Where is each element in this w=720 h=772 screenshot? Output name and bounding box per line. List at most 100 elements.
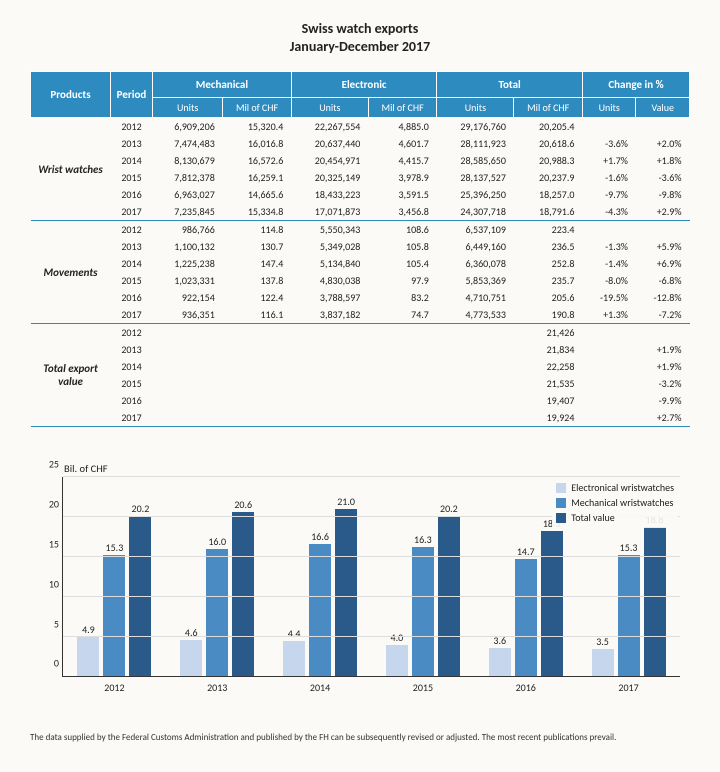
total-chf: 21,426 (514, 324, 583, 342)
sub-mil: Mil of CHF (368, 98, 437, 118)
bar-label: 20.2 (132, 502, 150, 515)
page-title: Swiss watch exports January-December 201… (30, 20, 690, 56)
bar-total: 20.6 (232, 512, 254, 676)
total-units: 5,853,369 (437, 272, 514, 289)
change-value: -9.8% (636, 186, 690, 203)
total-units: 6,449,160 (437, 238, 514, 255)
change-value: -7.2% (636, 306, 690, 324)
change-units (582, 221, 636, 239)
col-electronic: Electronic (291, 72, 437, 98)
elec-chf (368, 324, 437, 342)
total-chf: 21,535 (514, 375, 583, 392)
mech-units: 6,909,206 (153, 118, 223, 136)
total-units (437, 341, 514, 358)
change-units (582, 118, 636, 136)
sub-units: Units (437, 98, 514, 118)
total-chf: 20,237.9 (514, 169, 583, 186)
change-value (636, 118, 690, 136)
sub-value: Value (636, 98, 690, 118)
bar-label: 16.6 (311, 530, 329, 543)
total-units: 29,176,760 (437, 118, 514, 136)
total-units (437, 324, 514, 342)
sub-mil: Mil of CHF (223, 98, 292, 118)
x-label: 2013 (207, 681, 227, 694)
col-period: Period (111, 72, 153, 118)
col-products: Products (31, 72, 111, 118)
change-value: -3.2% (636, 375, 690, 392)
change-units: -3.6% (582, 135, 636, 152)
legend-label-mech: Mechanical wristwatches (571, 496, 673, 509)
change-units: -9.7% (582, 186, 636, 203)
total-units (437, 375, 514, 392)
bar-label: 15.3 (620, 541, 638, 554)
elec-units: 18,433,223 (291, 186, 368, 203)
change-units: -1.3% (582, 238, 636, 255)
mech-units: 7,474,483 (153, 135, 223, 152)
mech-chf: 16,572.6 (223, 152, 292, 169)
total-units (437, 358, 514, 375)
mech-units (153, 392, 223, 409)
bar-label: 16.0 (208, 535, 226, 548)
change-value: +2.0% (636, 135, 690, 152)
bar-group: 4.915.320.22012 (63, 477, 166, 676)
bar-total: 18.3 (541, 531, 563, 677)
bar-mech: 15.3 (103, 555, 125, 677)
period: 2014 (111, 255, 153, 272)
change-units (582, 341, 636, 358)
x-label: 2017 (618, 681, 638, 694)
x-label: 2014 (310, 681, 330, 694)
col-total: Total (437, 72, 583, 98)
elec-units: 20,325,149 (291, 169, 368, 186)
period: 2012 (111, 324, 153, 342)
period: 2017 (111, 306, 153, 324)
mech-units: 1,225,238 (153, 255, 223, 272)
change-value: -3.6% (636, 169, 690, 186)
period: 2013 (111, 238, 153, 255)
bar-elec: 3.6 (489, 648, 511, 677)
bar-label: 4.6 (185, 626, 198, 639)
col-change: Change in % (582, 72, 689, 98)
period: 2015 (111, 375, 153, 392)
y-tick: 15 (35, 537, 59, 550)
bar-total: 18.8 (644, 527, 666, 677)
bar-elec: 4.0 (386, 645, 408, 677)
total-units: 6,360,078 (437, 255, 514, 272)
legend-swatch-mech (556, 498, 566, 508)
bar-elec: 4.9 (77, 637, 99, 676)
mech-units (153, 375, 223, 392)
period: 2014 (111, 152, 153, 169)
total-chf: 20,618.6 (514, 135, 583, 152)
mech-chf: 16,259.1 (223, 169, 292, 186)
total-units: 25,396,250 (437, 186, 514, 203)
elec-units: 22,267,554 (291, 118, 368, 136)
change-value: +6.9% (636, 255, 690, 272)
sub-units: Units (582, 98, 636, 118)
elec-chf: 3,456.8 (368, 203, 437, 221)
chart-y-label: Bil. of CHF (64, 462, 690, 475)
total-chf: 19,924 (514, 409, 583, 427)
change-value: -6.8% (636, 272, 690, 289)
x-label: 2016 (516, 681, 536, 694)
elec-chf: 4,415.7 (368, 152, 437, 169)
chart-legend: Electronical wristwatches Mechanical wri… (552, 479, 678, 528)
mech-units: 922,154 (153, 289, 223, 306)
x-label: 2015 (413, 681, 433, 694)
elec-chf: 83.2 (368, 289, 437, 306)
mech-chf (223, 375, 292, 392)
change-value (636, 324, 690, 342)
elec-units: 5,550,343 (291, 221, 368, 239)
elec-units: 20,454,971 (291, 152, 368, 169)
change-units: -1.4% (582, 255, 636, 272)
bar-mech: 15.3 (618, 555, 640, 677)
elec-chf: 97.9 (368, 272, 437, 289)
elec-units (291, 392, 368, 409)
y-tick: 25 (35, 458, 59, 471)
bar-mech: 16.3 (412, 547, 434, 677)
elec-chf: 3,591.5 (368, 186, 437, 203)
y-tick: 10 (35, 577, 59, 590)
elec-chf (368, 358, 437, 375)
product-name: Total export value (31, 324, 111, 427)
exports-table: Products Period Mechanical Electronic To… (30, 71, 690, 427)
mech-units: 6,963,027 (153, 186, 223, 203)
total-chf: 22,258 (514, 358, 583, 375)
